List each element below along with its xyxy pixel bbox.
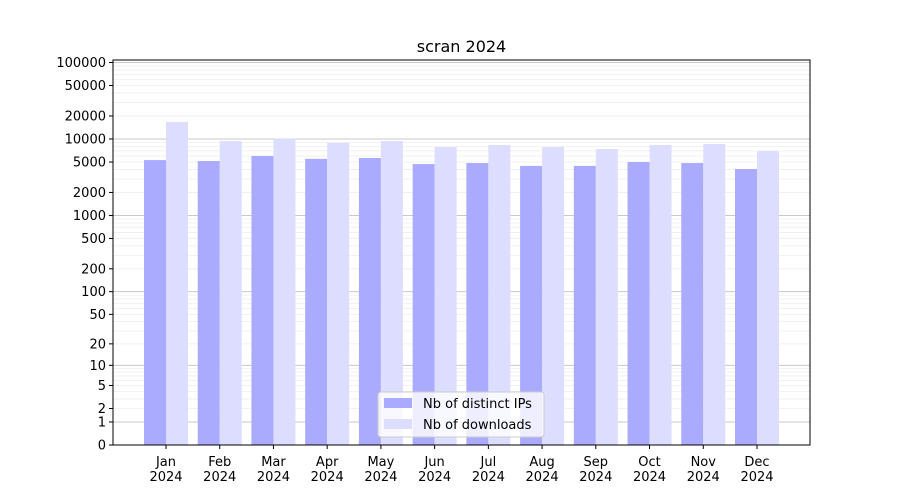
y-tick-label: 10000 (65, 132, 106, 147)
y-tick-label: 5000 (73, 156, 106, 171)
y-tick-label: 2 (98, 402, 106, 417)
y-tick-label: 500 (81, 232, 106, 247)
x-tick-label: Oct 2024 (633, 455, 666, 485)
bar-ips (573, 165, 596, 445)
x-tick-label: Aug 2024 (526, 455, 559, 485)
legend-swatch-downloads (384, 419, 412, 429)
x-tick-label: Sep 2024 (579, 455, 612, 485)
bar-ips (358, 157, 381, 446)
bar-downloads (757, 151, 779, 446)
bar-ips (627, 162, 650, 445)
y-tick-label: 1000 (73, 209, 106, 224)
y-tick-label: 20 (89, 337, 106, 352)
bar-ips (305, 158, 328, 446)
x-tick-label: Jan 2024 (149, 455, 182, 485)
bar-downloads (649, 144, 672, 445)
bar-ips (144, 160, 166, 446)
bar-ips (251, 155, 274, 446)
bar-downloads (542, 147, 565, 445)
y-tick-label: 20000 (65, 109, 106, 124)
bar-downloads (219, 141, 242, 445)
bar-ips (520, 165, 543, 445)
x-tick-label: Dec 2024 (740, 455, 773, 485)
legend-swatch-ips (384, 398, 412, 408)
bar-downloads (273, 138, 296, 445)
y-tick-label: 50000 (65, 79, 106, 94)
bars (144, 121, 779, 446)
y-tick-label: 1 (98, 415, 106, 430)
y-tick-label: 5 (98, 379, 106, 394)
chart-title: scran 2024 (417, 37, 506, 56)
bar-ips (466, 163, 489, 445)
bar-downloads (166, 121, 188, 445)
x-tick-label: Nov 2024 (687, 455, 720, 485)
y-tick-label: 100000 (56, 56, 106, 71)
x-tick-label: Feb 2024 (203, 455, 236, 485)
bar-ips (681, 163, 704, 445)
bar-ips (735, 169, 757, 445)
y-tick-label: 10 (89, 359, 106, 374)
bar-ips (197, 161, 220, 446)
bar-downloads (595, 148, 618, 446)
bar-ips (412, 164, 435, 445)
x-tick-label: Jun 2024 (418, 455, 451, 485)
legend-label-downloads: Nb of downloads (423, 418, 532, 433)
x-tick-label: Apr 2024 (311, 455, 344, 485)
bar-downloads (327, 142, 350, 446)
y-tick-label: 2000 (73, 186, 106, 201)
x-tick-label: May 2024 (364, 455, 397, 485)
legend-label-ips: Nb of distinct IPs (423, 397, 532, 412)
y-tick-label: 100 (81, 285, 106, 300)
x-axis: Jan 2024 Feb 2024 Mar 2024 Apr 2024 May 2024 Jun 20… (149, 445, 774, 485)
x-tick-label: Jul 2024 (472, 455, 505, 485)
y-tick-label: 50 (89, 308, 106, 323)
y-axis: 0 12 5 10 20 50 100 200 500 1000 2000 5000 10000 2000… (56, 56, 113, 454)
x-tick-label: Mar 2024 (257, 455, 290, 485)
bar-downloads (380, 141, 403, 445)
bar-downloads (434, 147, 457, 445)
legend: Nb of distinct IPs Nb of downloads (377, 391, 545, 438)
bar-downloads (488, 144, 511, 445)
bar-downloads (703, 144, 726, 445)
y-tick-label: 200 (81, 262, 106, 277)
y-tick-label: 0 (98, 439, 106, 454)
plot-frame (112, 59, 811, 446)
